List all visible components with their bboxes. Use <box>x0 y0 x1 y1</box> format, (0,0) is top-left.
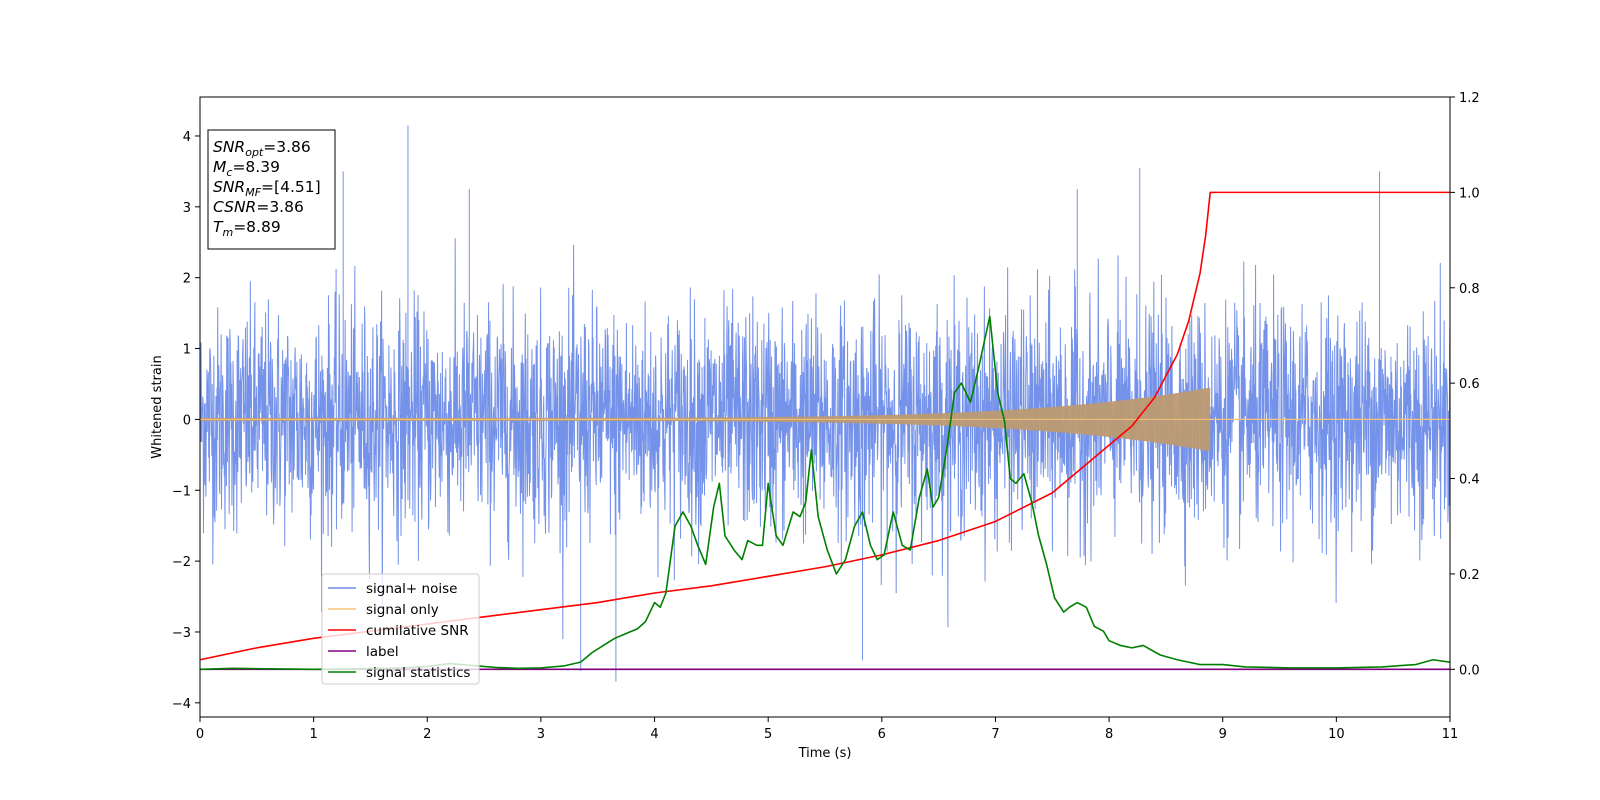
legend: signal+ noise signal only cumilative SNR la… <box>321 573 480 685</box>
x-tick-label: 8 <box>1105 727 1113 742</box>
plot-frame <box>199 96 1451 718</box>
signal-only-series <box>200 387 1450 452</box>
y-axis-label: Whitened strain <box>150 355 165 458</box>
stats-box: SNRopt=3.86Mc=8.39SNRMF=[4.51]CSNR=3.86T… <box>207 129 336 250</box>
y-right-tick-label: 1.0 <box>1459 186 1480 201</box>
x-tick-label: 3 <box>537 727 545 742</box>
signal-noise-series <box>199 125 1451 682</box>
legend-label: signal+ noise <box>366 581 457 597</box>
stats-sub: opt <box>245 146 264 159</box>
x-tick-label: 7 <box>991 727 999 742</box>
legend-label: cumilative SNR <box>366 623 469 639</box>
x-tick-label: 4 <box>650 727 658 742</box>
y-right-tick-label: 0.0 <box>1459 663 1480 678</box>
legend-frame <box>321 573 480 685</box>
stats-value: =3.86 <box>256 198 304 216</box>
x-tick-label: 11 <box>1442 727 1459 742</box>
y-right-tick-label: 0.6 <box>1459 377 1480 392</box>
y-left-tick-label: −4 <box>172 697 191 712</box>
stats-box-frame <box>207 129 336 250</box>
axes: 0 1 2 3 4 5 6 7 8 9 10 11 −4 −3 −2 −1 0 1 2 3 4 0.0 0.2 0.4 0.6 0… <box>172 91 1480 742</box>
legend-label: signal only <box>366 602 439 618</box>
stats-value: =3.86 <box>263 138 311 156</box>
stats-value: =8.89 <box>233 218 281 236</box>
stats-line: SNRopt=3.86 <box>213 138 311 159</box>
stats-var: SNR <box>213 178 245 196</box>
signal-noise-line <box>199 125 1451 682</box>
stats-var: CSNR <box>213 198 256 216</box>
y-left-tick-label: 0 <box>183 413 191 428</box>
stats-line: CSNR=3.86 <box>213 198 304 216</box>
stats-var: M <box>213 158 226 176</box>
stats-var: SNR <box>213 138 245 156</box>
stats-sub: c <box>226 166 232 179</box>
x-tick-label: 0 <box>196 727 204 742</box>
x-axis-label: Time (s) <box>798 746 852 761</box>
x-tick-label: 5 <box>764 727 772 742</box>
stats-var: T <box>213 218 224 236</box>
y-right-tick-label: 0.8 <box>1459 282 1480 297</box>
stats-value: =[4.51] <box>261 178 321 196</box>
x-tick-label: 6 <box>878 727 886 742</box>
y-left-tick-label: −1 <box>172 484 191 499</box>
x-tick-label: 2 <box>423 727 431 742</box>
y-left-tick-label: 2 <box>183 272 191 287</box>
x-tick-label: 1 <box>309 727 317 742</box>
y-right-tick-label: 0.4 <box>1459 473 1480 488</box>
legend-label: label <box>366 644 399 660</box>
y-left-tick-label: 1 <box>183 343 191 358</box>
legend-label: signal statistics <box>366 665 470 681</box>
stats-sub: m <box>222 226 233 239</box>
y-right-tick-label: 0.2 <box>1459 568 1480 583</box>
stats-sub: MF <box>245 186 261 199</box>
y-left-tick-label: 4 <box>183 130 191 145</box>
stats-value: =8.39 <box>232 158 280 176</box>
stats-line: SNRMF=[4.51] <box>213 178 321 199</box>
y-left-tick-label: −3 <box>172 626 191 641</box>
y-left-tick-label: 3 <box>183 201 191 216</box>
x-tick-label: 10 <box>1328 727 1345 742</box>
x-tick-label: 9 <box>1219 727 1227 742</box>
series-line-signal-statistics <box>199 315 1451 671</box>
stats-line: Mc=8.39 <box>213 158 280 179</box>
y-left-tick-label: −2 <box>172 555 191 570</box>
stats-line: Tm=8.89 <box>213 218 281 239</box>
y-right-tick-label: 1.2 <box>1459 91 1480 106</box>
